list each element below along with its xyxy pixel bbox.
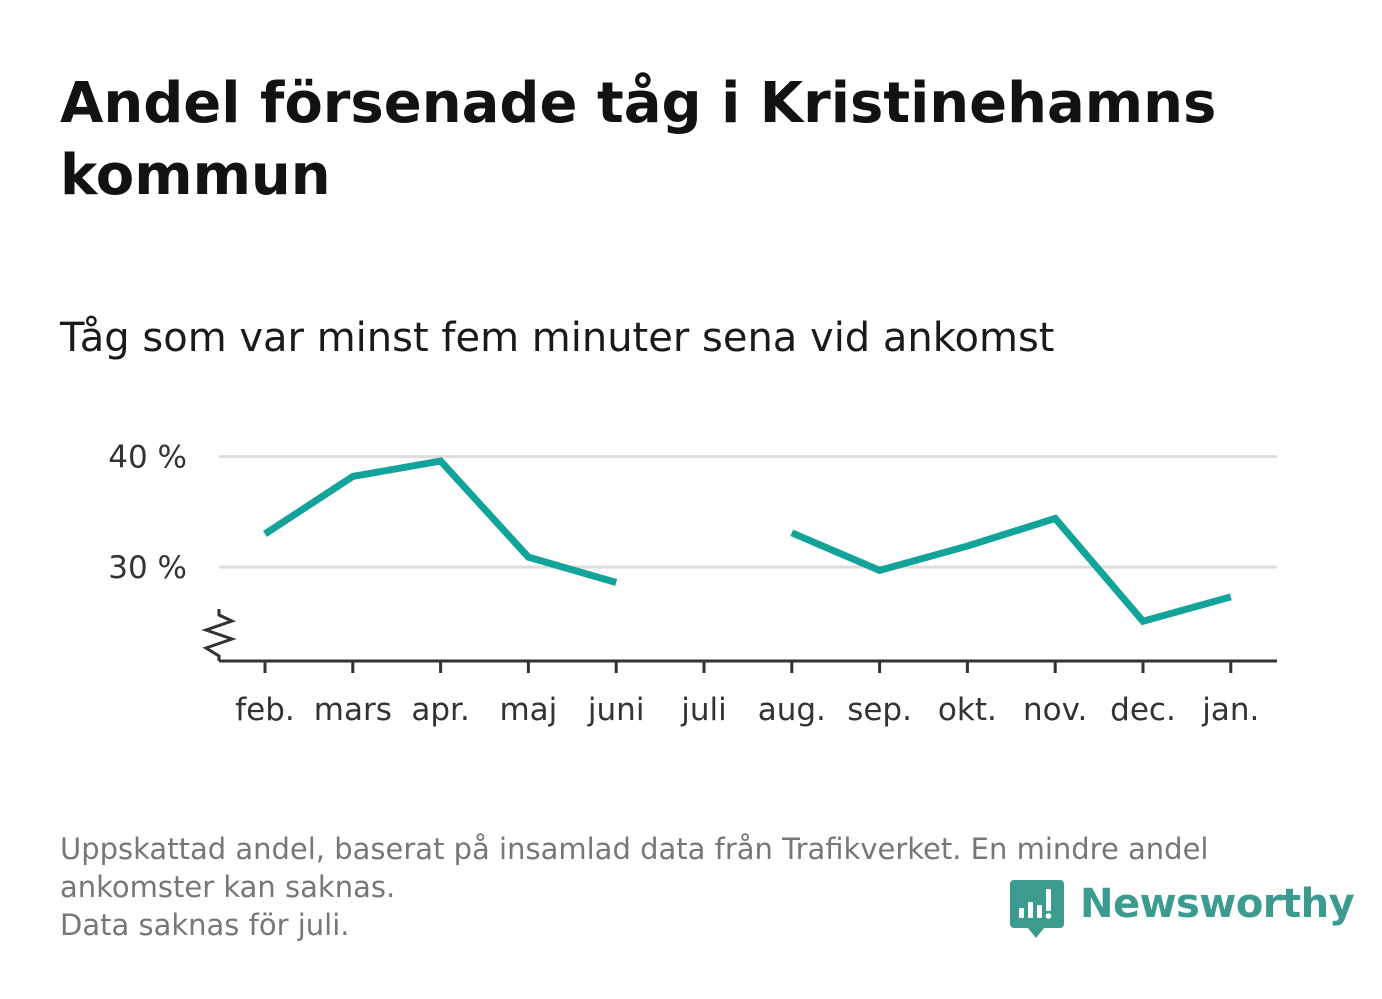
axis-break-icon xyxy=(201,609,237,661)
x-tick-label: juni xyxy=(587,692,645,728)
brand-name: Newsworthy xyxy=(1080,881,1355,927)
x-tick-label: mars xyxy=(314,692,392,728)
x-tick-label: okt. xyxy=(938,692,997,728)
footnote-source: Uppskattad andel, baserat på insamlad da… xyxy=(60,832,1209,904)
x-tick-label: aug. xyxy=(758,692,826,728)
chart-title: Andel försenade tåg i Kristinehamns komm… xyxy=(60,71,1217,208)
x-tick-label: nov. xyxy=(1023,692,1087,728)
newsworthy-logo-icon xyxy=(1010,880,1064,938)
y-tick-label: 30 % xyxy=(108,550,187,586)
x-tick-label: sep. xyxy=(847,692,912,728)
footnote-missing-data: Data saknas för juli. xyxy=(60,908,350,942)
x-tick-label: juli xyxy=(680,692,727,728)
series-line xyxy=(263,457,618,586)
footnote: Uppskattad andel, baserat på insamlad da… xyxy=(60,830,1320,944)
x-tick-label: jan. xyxy=(1201,692,1259,728)
chart-subtitle: Tåg som var minst fem minuter sena vid a… xyxy=(60,315,1055,361)
y-tick-label: 40 % xyxy=(108,440,187,476)
series-line xyxy=(790,514,1232,626)
x-tick-label: apr. xyxy=(411,692,469,728)
x-tick-label: feb. xyxy=(235,692,295,728)
x-tick-label: maj xyxy=(499,692,557,728)
x-tick-label: dec. xyxy=(1110,692,1176,728)
